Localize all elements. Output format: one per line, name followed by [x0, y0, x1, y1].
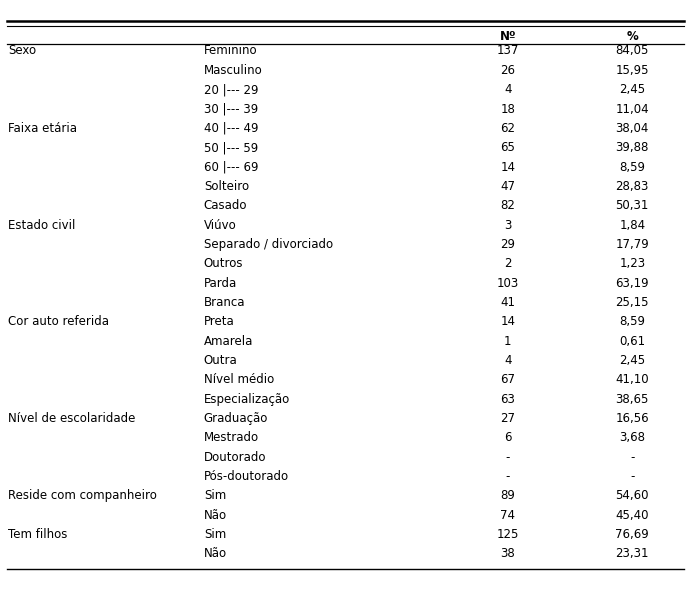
Text: Mestrado: Mestrado	[204, 431, 259, 445]
Text: Graduação: Graduação	[204, 412, 268, 425]
Text: Reside com companheiro: Reside com companheiro	[8, 489, 157, 502]
Text: 30 |--- 39: 30 |--- 39	[204, 103, 258, 115]
Text: 3,68: 3,68	[619, 431, 645, 445]
Text: 39,88: 39,88	[616, 141, 649, 154]
Text: 45,40: 45,40	[616, 508, 649, 522]
Text: -: -	[630, 451, 634, 464]
Text: 38: 38	[500, 547, 515, 561]
Text: 16,56: 16,56	[616, 412, 649, 425]
Text: Feminino: Feminino	[204, 44, 258, 58]
Text: 76,69: 76,69	[616, 528, 649, 541]
Text: Parda: Parda	[204, 276, 237, 290]
Text: 137: 137	[497, 44, 519, 58]
Text: 2,45: 2,45	[619, 83, 645, 96]
Text: 74: 74	[500, 508, 515, 522]
Text: Solteiro: Solteiro	[204, 180, 249, 193]
Text: Branca: Branca	[204, 296, 245, 309]
Text: Amarela: Amarela	[204, 335, 253, 348]
Text: 82: 82	[500, 199, 515, 212]
Text: 27: 27	[500, 412, 515, 425]
Text: 65: 65	[500, 141, 515, 154]
Text: 50,31: 50,31	[616, 199, 649, 212]
Text: -: -	[506, 470, 510, 483]
Text: Especialização: Especialização	[204, 392, 290, 406]
Text: 50 |--- 59: 50 |--- 59	[204, 141, 258, 154]
Text: Pós-doutorado: Pós-doutorado	[204, 470, 289, 483]
Text: Outros: Outros	[204, 257, 243, 270]
Text: 8,59: 8,59	[619, 160, 645, 174]
Text: 1,23: 1,23	[619, 257, 645, 270]
Text: Estado civil: Estado civil	[8, 219, 76, 231]
Text: Viúvo: Viúvo	[204, 219, 236, 231]
Text: 103: 103	[497, 276, 519, 290]
Text: 89: 89	[500, 489, 515, 502]
Text: 20 |--- 29: 20 |--- 29	[204, 83, 258, 96]
Text: 1,84: 1,84	[619, 219, 645, 231]
Text: 41,10: 41,10	[616, 373, 649, 386]
Text: 1: 1	[504, 335, 511, 348]
Text: 14: 14	[500, 315, 515, 328]
Text: 15,95: 15,95	[616, 64, 649, 77]
Text: 41: 41	[500, 296, 515, 309]
Text: Não: Não	[204, 508, 227, 522]
Text: 18: 18	[500, 103, 515, 115]
Text: Outra: Outra	[204, 354, 238, 367]
Text: 17,79: 17,79	[616, 238, 649, 251]
Text: 62: 62	[500, 122, 515, 135]
Text: Separado / divorciado: Separado / divorciado	[204, 238, 333, 251]
Text: 63: 63	[500, 392, 515, 406]
Text: 0,61: 0,61	[619, 335, 645, 348]
Text: Tem filhos: Tem filhos	[8, 528, 68, 541]
Text: 38,04: 38,04	[616, 122, 649, 135]
Text: Preta: Preta	[204, 315, 235, 328]
Text: 40 |--- 49: 40 |--- 49	[204, 122, 258, 135]
Text: 4: 4	[504, 83, 511, 96]
Text: 84,05: 84,05	[616, 44, 649, 58]
Text: Doutorado: Doutorado	[204, 451, 266, 464]
Text: 6: 6	[504, 431, 511, 445]
Text: Nº: Nº	[500, 30, 516, 44]
Text: 2,45: 2,45	[619, 354, 645, 367]
Text: Masculino: Masculino	[204, 64, 263, 77]
Text: 3: 3	[504, 219, 511, 231]
Text: 28,83: 28,83	[616, 180, 649, 193]
Text: 14: 14	[500, 160, 515, 174]
Text: Faixa etária: Faixa etária	[8, 122, 77, 135]
Text: 2: 2	[504, 257, 511, 270]
Text: 23,31: 23,31	[616, 547, 649, 561]
Text: -: -	[630, 470, 634, 483]
Text: 25,15: 25,15	[616, 296, 649, 309]
Text: Sim: Sim	[204, 528, 226, 541]
Text: 60 |--- 69: 60 |--- 69	[204, 160, 258, 174]
Text: 29: 29	[500, 238, 515, 251]
Text: 8,59: 8,59	[619, 315, 645, 328]
Text: Sim: Sim	[204, 489, 226, 502]
Text: Casado: Casado	[204, 199, 247, 212]
Text: Nível de escolaridade: Nível de escolaridade	[8, 412, 135, 425]
Text: Sexo: Sexo	[8, 44, 37, 58]
Text: 54,60: 54,60	[616, 489, 649, 502]
Text: 63,19: 63,19	[616, 276, 649, 290]
Text: Nível médio: Nível médio	[204, 373, 274, 386]
Text: %: %	[626, 30, 638, 44]
Text: 38,65: 38,65	[616, 392, 649, 406]
Text: 125: 125	[497, 528, 519, 541]
Text: Não: Não	[204, 547, 227, 561]
Text: -: -	[506, 451, 510, 464]
Text: 67: 67	[500, 373, 515, 386]
Text: 11,04: 11,04	[616, 103, 649, 115]
Text: Cor auto referida: Cor auto referida	[8, 315, 109, 328]
Text: 26: 26	[500, 64, 515, 77]
Text: 47: 47	[500, 180, 515, 193]
Text: 4: 4	[504, 354, 511, 367]
